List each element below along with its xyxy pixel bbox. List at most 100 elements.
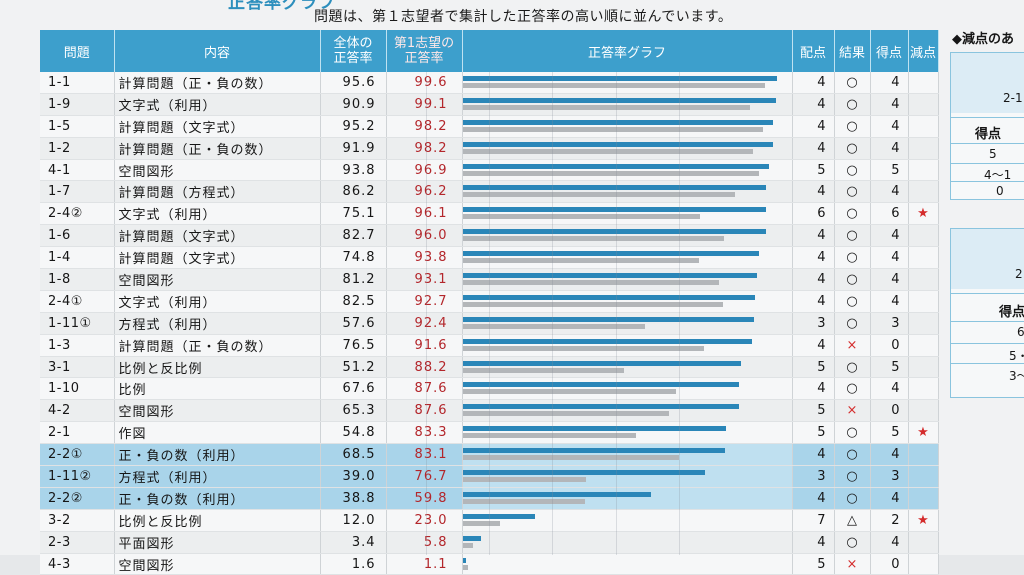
table-row: 1-1 計算問題（正・負の数） 95.6 99.6 4 ○ 4 xyxy=(40,72,939,94)
question-cell: 1-8 xyxy=(40,268,115,291)
points-cell: 6 xyxy=(792,202,835,226)
question-cell: 1-11① xyxy=(40,312,115,335)
points-cell: 4 xyxy=(792,443,835,467)
table-row: 2-3 平面図形 3.4 5.8 4 ○ 4 xyxy=(40,531,939,554)
points-cell: 3 xyxy=(792,312,835,335)
table-row: 1-11② 方程式（利用） 39.0 76.7 3 ○ 3 xyxy=(40,465,939,488)
content-cell: 平面図形 xyxy=(114,531,321,554)
content-cell: 正・負の数（利用） xyxy=(114,487,321,510)
overall-rate-cell: 91.9 xyxy=(320,137,387,160)
side-score-header-1: 得点 xyxy=(975,127,1002,142)
content-cell: 方程式（利用） xyxy=(114,465,321,488)
points-cell: 3 xyxy=(792,465,835,488)
content-cell: 方程式（利用） xyxy=(114,312,321,335)
overall-rate-cell: 65.3 xyxy=(320,399,387,423)
overall-rate-bar xyxy=(462,148,753,154)
content-cell: 比例と反比例 xyxy=(114,356,321,379)
table-header: 問題 内容 全体の 正答率 第1志望の 正答率 正答率グラフ 配点 結果 得点 … xyxy=(40,30,939,72)
first-choice-rate-cell: 96.1 xyxy=(386,202,463,226)
overall-rate-cell: 39.0 xyxy=(320,465,387,488)
overall-rate-cell: 12.0 xyxy=(320,509,387,532)
result-cell: ○ xyxy=(834,531,871,554)
result-cell: ○ xyxy=(834,290,871,313)
first-choice-rate-cell: 98.2 xyxy=(386,115,463,138)
sort-note: 問題は、第１志望者で集計した正答率の高い順に並んでいます。 xyxy=(314,9,733,25)
overall-rate-cell: 67.6 xyxy=(320,377,387,401)
overall-rate-cell: 51.2 xyxy=(320,356,387,379)
question-cell: 4-2 xyxy=(40,399,115,423)
first-choice-rate-bar xyxy=(462,360,742,366)
first-choice-rate-cell: 99.1 xyxy=(386,93,463,116)
score-cell: 4 xyxy=(870,443,909,467)
content-cell: 比例 xyxy=(114,377,321,401)
table-row: 1-5 計算問題（文字式） 95.2 98.2 4 ○ 4 xyxy=(40,115,939,138)
graph-cell xyxy=(462,246,793,270)
content-cell: 文字式（利用） xyxy=(114,93,321,116)
score-cell: 4 xyxy=(870,268,909,291)
graph-cell xyxy=(462,553,793,575)
result-cell: ○ xyxy=(834,312,871,335)
question-cell: 3-1 xyxy=(40,356,115,379)
graph-cell xyxy=(462,72,793,94)
score-cell: 4 xyxy=(870,115,909,138)
first-choice-rate-bar xyxy=(462,448,726,454)
score-cell: 4 xyxy=(870,531,909,554)
first-choice-rate-cell: 96.2 xyxy=(386,180,463,204)
table-row: 2-2① 正・負の数（利用） 68.5 83.1 4 ○ 4 xyxy=(40,443,939,467)
points-cell: 4 xyxy=(792,115,835,138)
points-cell: 4 xyxy=(792,72,835,94)
first-choice-rate-bar xyxy=(462,470,705,476)
first-choice-rate-bar xyxy=(462,207,767,213)
graph-cell xyxy=(462,93,793,116)
content-cell: 計算問題（方程式） xyxy=(114,180,321,204)
score-cell: 4 xyxy=(870,377,909,401)
points-cell: 5 xyxy=(792,553,835,575)
table-row: 1-11① 方程式（利用） 57.6 92.4 3 ○ 3 xyxy=(40,312,939,335)
first-choice-rate-cell: 87.6 xyxy=(386,377,463,401)
score-cell: 0 xyxy=(870,399,909,423)
score-cell: 4 xyxy=(870,487,909,510)
overall-rate-bar xyxy=(462,236,724,242)
question-cell: 4-3 xyxy=(40,553,115,575)
points-cell: 4 xyxy=(792,487,835,510)
table-row: 1-9 文字式（利用） 90.9 99.1 4 ○ 4 xyxy=(40,93,939,116)
overall-rate-bar xyxy=(462,104,750,110)
first-choice-rate-cell: 83.1 xyxy=(386,443,463,467)
side-label-2: 2 xyxy=(1015,267,1023,281)
side-table-2: 2 得点 6 5・ 3～ xyxy=(950,228,1024,398)
overall-rate-bar xyxy=(462,564,468,570)
overall-rate-bar xyxy=(462,280,720,286)
graph-cell xyxy=(462,224,793,248)
first-choice-rate-cell: 23.0 xyxy=(386,509,463,532)
content-cell: 計算問題（文字式） xyxy=(114,115,321,138)
header-deduction: 減点 xyxy=(908,30,939,72)
overall-rate-cell: 74.8 xyxy=(320,246,387,270)
points-cell: 4 xyxy=(792,137,835,160)
first-choice-rate-cell: 5.8 xyxy=(386,531,463,554)
points-cell: 5 xyxy=(792,356,835,379)
graph-cell xyxy=(462,487,793,510)
overall-rate-cell: 68.5 xyxy=(320,443,387,467)
question-cell: 2-2① xyxy=(40,443,115,467)
points-cell: 5 xyxy=(792,399,835,423)
first-choice-rate-bar xyxy=(462,185,767,191)
first-choice-rate-cell: 96.0 xyxy=(386,224,463,248)
first-choice-rate-bar xyxy=(462,382,740,388)
header-graph: 正答率グラフ xyxy=(462,30,793,72)
first-choice-rate-bar xyxy=(462,491,652,497)
question-cell: 4-1 xyxy=(40,159,115,182)
overall-rate-bar xyxy=(462,520,501,526)
overall-rate-cell: 76.5 xyxy=(320,334,387,357)
deduction-star-cell xyxy=(908,377,939,401)
score-cell: 6 xyxy=(870,202,909,226)
overall-rate-bar xyxy=(462,433,636,439)
content-cell: 計算問題（正・負の数） xyxy=(114,137,321,160)
table-row: 1-6 計算問題（文字式） 82.7 96.0 4 ○ 4 xyxy=(40,224,939,248)
first-choice-rate-bar xyxy=(462,338,752,344)
overall-rate-cell: 82.7 xyxy=(320,224,387,248)
question-cell: 1-3 xyxy=(40,334,115,357)
result-cell: ○ xyxy=(834,72,871,94)
overall-rate-cell: 1.6 xyxy=(320,553,387,575)
deduction-star-cell xyxy=(908,399,939,423)
points-cell: 4 xyxy=(792,224,835,248)
